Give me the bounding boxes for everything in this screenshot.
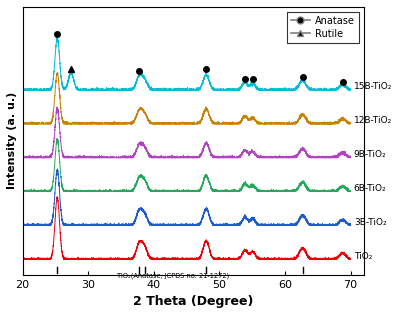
Text: 3B-TiO₂: 3B-TiO₂ [354,218,386,227]
Text: TiO₂(Anatase, JCPDS no. 21-1272): TiO₂(Anatase, JCPDS no. 21-1272) [117,273,230,279]
Text: 6B-TiO₂: 6B-TiO₂ [354,184,386,193]
Y-axis label: Intensity (a. u.): Intensity (a. u.) [7,92,17,189]
Text: 12B-TiO₂: 12B-TiO₂ [354,116,392,125]
Text: TiO₂: TiO₂ [354,252,372,261]
Text: 9B-TiO₂: 9B-TiO₂ [354,150,386,159]
X-axis label: 2 Theta (Degree): 2 Theta (Degree) [133,295,253,308]
Legend: Anatase, Rutile: Anatase, Rutile [287,12,359,43]
Text: 15B-TiO₂: 15B-TiO₂ [354,83,392,91]
